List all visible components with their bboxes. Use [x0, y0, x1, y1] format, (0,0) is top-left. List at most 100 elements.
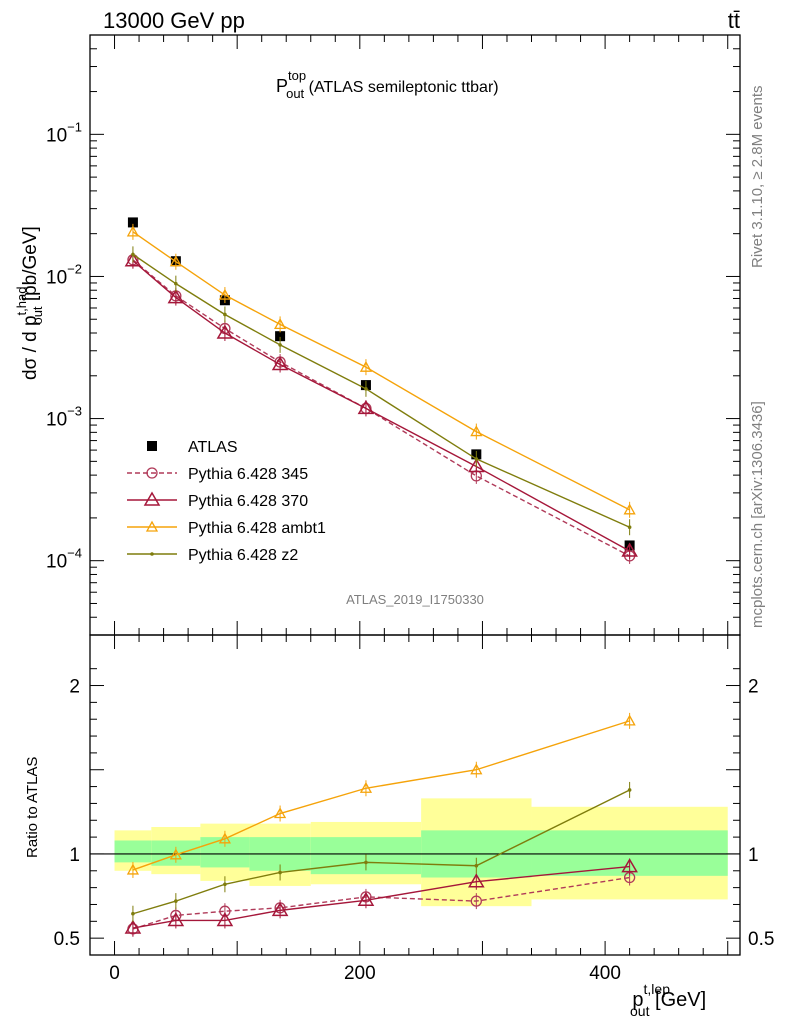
y-tick-label: 10−1 — [46, 119, 82, 146]
main-ylabel-a: dσ / d p — [20, 315, 41, 380]
ratio-series — [124, 712, 638, 937]
data-point — [474, 457, 479, 461]
band-inner — [114, 840, 152, 863]
ratio-ylabel: Ratio to ATLAS — [24, 757, 41, 858]
data-point — [359, 781, 373, 793]
legend-label: Pythia 6.428 ambt1 — [188, 520, 326, 537]
data-point — [223, 882, 227, 887]
ratio-y-tick-label-right: 0.5 — [748, 929, 774, 950]
data-point — [468, 458, 485, 473]
series-pythia-6-428-z2 — [131, 246, 632, 536]
legend-item: Pythia 6.428 z2 — [127, 547, 298, 564]
data-point — [146, 467, 158, 479]
data-point — [216, 324, 234, 339]
ratio-xlabel-b: [GeV] — [649, 989, 706, 1011]
y-tick-label: 10−3 — [46, 404, 82, 431]
data-point — [364, 386, 368, 391]
data-point — [273, 807, 287, 819]
ratio-y-tick-label: 2 — [69, 677, 80, 698]
data-point — [278, 870, 282, 875]
plot-title-sub: out — [286, 86, 304, 101]
data-point — [271, 356, 289, 371]
plot-title-sup: top — [288, 68, 306, 83]
data-point — [357, 399, 375, 415]
data-point — [627, 788, 632, 792]
legend-label: Pythia 6.428 345 — [188, 466, 308, 483]
mcplots-label: mcplots.cern.ch [arXiv:1306.3436] — [749, 401, 766, 628]
series-pythia-6-428-z2 — [131, 781, 632, 922]
plot-title-rest: (ATLAS semileptonic ttbar) — [304, 79, 498, 96]
data-point — [150, 552, 154, 556]
data-point — [169, 848, 182, 860]
main-ylabel: dσ / d pt,hadout [pb/GeV] — [14, 226, 45, 380]
header-right: tt̄ — [728, 8, 740, 33]
ratio-y-tick-label-right: 2 — [748, 677, 759, 698]
legend-item: Pythia 6.428 370 — [127, 491, 308, 510]
legend: ATLAS Pythia 6.428 345 Pythia 6.428 370 Pyt… — [127, 439, 326, 564]
data-point — [147, 441, 157, 451]
legend-label: Pythia 6.428 z2 — [188, 547, 298, 564]
data-point — [218, 288, 232, 300]
data-point — [143, 491, 161, 506]
data-point — [275, 331, 286, 342]
data-point — [145, 520, 159, 532]
data-point — [126, 225, 140, 237]
data-point — [124, 252, 142, 267]
data-point — [216, 911, 234, 927]
data-point — [126, 863, 140, 875]
series-pythia-6-428-370 — [124, 858, 638, 937]
main-ylabel-sup: t,had — [14, 287, 29, 316]
ratio-xlabel-sup: t,lep — [644, 981, 671, 997]
legend-item: ATLAS — [147, 439, 238, 456]
y-tick-label: 10−2 — [46, 261, 82, 288]
ratio-y-tick-label-right: 1 — [748, 845, 759, 866]
data-point — [167, 289, 185, 304]
data-point — [174, 899, 178, 903]
x-tick-label: 200 — [344, 963, 376, 984]
axes: 10−1 10−2 10−3 10−4 0 200 400 0.5 0.5 1 1 2 2 — [46, 34, 774, 984]
ratio-xlabel-a: p — [632, 989, 643, 1011]
data-point — [364, 860, 368, 865]
legend-label: ATLAS — [188, 439, 238, 456]
data-point — [131, 911, 135, 916]
data-point — [623, 503, 636, 515]
main-ylabel-b: [pb/GeV] — [20, 226, 41, 306]
data-point — [223, 312, 227, 317]
x-tick-label: 400 — [589, 963, 621, 984]
x-tick-label: 0 — [109, 963, 120, 984]
series-pythia-6-428-345 — [127, 251, 636, 564]
ratio-bands — [114, 798, 728, 907]
legend-label: Pythia 6.428 370 — [188, 493, 308, 510]
data-point — [357, 891, 375, 907]
ratio-y-tick-label: 0.5 — [54, 929, 80, 950]
data-point — [621, 858, 638, 873]
data-point — [124, 919, 142, 934]
data-point — [218, 832, 232, 844]
ratio-frame — [89, 634, 741, 956]
data-point — [127, 217, 138, 228]
analysis-watermark: ATLAS_2019_I1750330 — [346, 592, 484, 607]
data-point — [474, 863, 479, 868]
series-pythia-6-428-370 — [124, 252, 638, 559]
ratio-y-tick-label: 1 — [69, 845, 80, 866]
plot-title-main: P — [276, 76, 288, 96]
data-point — [359, 360, 373, 372]
legend-item: Pythia 6.428 345 — [127, 466, 308, 483]
ratio-xlabel-sub: out — [630, 1003, 650, 1019]
main-frame — [89, 34, 741, 636]
data-point — [278, 343, 282, 347]
series-pythia-6-428-ambt1 — [126, 712, 636, 878]
data-point — [169, 255, 182, 267]
data-point — [131, 252, 135, 257]
data-point — [470, 763, 483, 775]
data-point — [623, 714, 636, 726]
main-ylabel-sub: out — [30, 306, 45, 324]
rivet-label: Rivet 3.1.10, ≥ 2.8M events — [749, 86, 766, 269]
series-line — [132, 253, 630, 528]
data-point — [174, 281, 178, 286]
data-point — [468, 873, 485, 888]
data-point — [273, 318, 287, 330]
series-pythia-6-428-ambt1 — [126, 223, 636, 518]
ratio-xlabel: pt,lep out [GeV] — [630, 981, 706, 1019]
